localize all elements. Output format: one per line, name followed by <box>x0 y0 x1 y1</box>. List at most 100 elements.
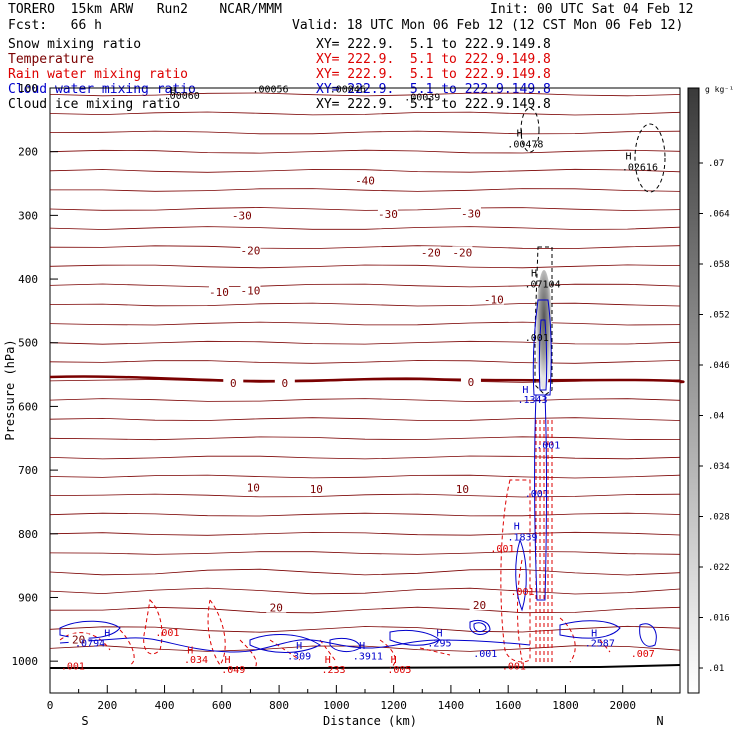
temperature-label-bg <box>469 599 490 611</box>
temperature-isotherm <box>49 321 681 326</box>
temperature-isotherm <box>49 474 681 479</box>
y-tick-label: 300 <box>18 209 38 222</box>
x-axis: 0 200 400 600 800 1000 1200 1400 1600 1800 2000 <box>47 685 652 712</box>
extremum-label: .295 <box>427 639 451 650</box>
cloud-water-contour <box>534 394 547 601</box>
temperature-label: -10 <box>484 293 504 306</box>
temperature-label: 10 <box>247 481 260 494</box>
y-tick-label: 1000 <box>12 655 39 668</box>
rain-contour <box>269 639 336 661</box>
extremum-label: H <box>225 655 231 666</box>
extremum-label: .001 <box>525 333 549 344</box>
temperature-isotherm <box>49 207 681 211</box>
rain-contour <box>559 617 611 663</box>
extremum-label: H <box>170 86 176 97</box>
rain-contour <box>379 639 451 669</box>
cloud-water-contour <box>249 634 322 653</box>
temperature-isotherm <box>49 92 681 97</box>
colorbar-tick-label: .07 <box>708 159 724 169</box>
temperature-isotherm <box>49 283 681 288</box>
temperature-isotherm <box>49 226 681 230</box>
extremum-label: H <box>187 646 193 657</box>
x-tick-label: 600 <box>212 699 232 712</box>
temperature-isotherm <box>49 493 681 498</box>
extremum-label: .2587 <box>585 639 615 650</box>
legend-snow-label: Snow mixing ratio <box>8 37 142 52</box>
temperature-labels: -40 -30 -30 -30 -20 -20 -20 -10 -10 -10 0 0 0 10 10 10 2… <box>68 174 504 647</box>
x-tick-label: 1800 <box>552 699 579 712</box>
x-tick-label: 1200 <box>380 699 407 712</box>
temperature-label-bg <box>460 207 481 219</box>
extremum-label: .001 <box>61 662 85 673</box>
y-tick-label: 500 <box>18 337 38 350</box>
temperature-label: 0 <box>468 376 475 389</box>
temperature-label: 0 <box>230 377 237 390</box>
extremum-label: .1343 <box>517 395 547 406</box>
temperature-label-bg <box>68 633 89 645</box>
cloud-water-contour <box>473 622 487 633</box>
temperature-isotherm <box>49 606 681 614</box>
forecast-hour: Fcst: 66 h <box>8 18 102 33</box>
rain-contour <box>207 599 226 666</box>
temperature-label: -20 <box>421 246 441 259</box>
temperature-isotherm <box>49 264 681 269</box>
cloud-water-contour <box>469 619 491 635</box>
legend-cloud-ice-xy: XY= 222.9. 5.1 to 222.9.149.8 <box>316 97 551 112</box>
extremum-label: .233 <box>321 665 345 676</box>
temperature-label-bg <box>231 209 252 221</box>
temperature-isotherm <box>49 436 681 441</box>
extremum-label: .00056 <box>252 85 288 96</box>
y-axis-label: Pressure (hPa) <box>3 339 17 440</box>
temperature-label-bg <box>274 376 295 388</box>
colorbar-tick-label: .022 <box>708 563 730 573</box>
extremum-label: .00046 <box>330 85 366 96</box>
legend-cloud-water-label: Cloud water mixing ratio <box>8 82 196 97</box>
colorbar-tick-label: .052 <box>708 311 730 321</box>
x-axis-label: Distance (km) <box>323 714 417 728</box>
colorbar-tick-label: .04 <box>708 412 724 422</box>
legend-rain-label: Rain water mixing ratio <box>8 67 189 82</box>
extremum-label: .001 <box>155 628 179 639</box>
extremum-label: .001 <box>490 544 514 555</box>
temperature-label-bg <box>483 293 504 305</box>
temperature-isotherm <box>49 455 681 460</box>
temperature-label: 0 <box>282 377 289 390</box>
temperature-label-bg <box>240 244 261 256</box>
extremum-label: .3911 <box>353 651 383 662</box>
temperature-isotherm <box>49 168 681 173</box>
extremum-label: H <box>517 129 523 140</box>
legend-cloud-water-xy: XY= 222.9. 5.1 to 222.9.149.8 <box>316 82 551 97</box>
temperature-isotherm <box>49 512 681 517</box>
temperature-isotherm <box>49 645 681 652</box>
x-tick-label: 200 <box>97 699 117 712</box>
temperature-label-bg <box>223 376 244 388</box>
x-tick-label: 1600 <box>495 699 522 712</box>
temperature-isotherm <box>49 245 681 250</box>
temperature-label-bg <box>208 285 229 297</box>
cloud-water-contours <box>59 299 657 653</box>
rain-contour <box>239 639 257 669</box>
rain-contour <box>535 420 553 665</box>
extremum-label: .00060 <box>164 91 200 102</box>
x-tick-label: 2000 <box>609 699 636 712</box>
extremum-label: .049 <box>221 665 245 676</box>
colorbar <box>687 87 700 694</box>
temperature-label: 10 <box>310 483 323 496</box>
x-tick-label: 0 <box>47 699 54 712</box>
ground-surface <box>50 664 681 669</box>
y-tick-label: 800 <box>18 528 38 541</box>
temperature-label-bg <box>243 481 264 493</box>
temperature-label-bg <box>460 376 481 388</box>
temperature-isotherm <box>49 340 681 345</box>
temperature-label: 20 <box>270 602 283 615</box>
temperature-label: -30 <box>378 208 398 221</box>
y-top-tick-label: 100 <box>18 82 38 95</box>
x-tick-label: 1000 <box>323 699 350 712</box>
extremum-label: .0794 <box>75 639 105 650</box>
y-tick-label: 200 <box>18 146 38 159</box>
y-tick-label: 400 <box>18 273 38 286</box>
x-tick-label: 800 <box>269 699 289 712</box>
extremum-label: H <box>325 655 331 666</box>
cloud-water-contour <box>639 623 657 647</box>
temperature-label: 10 <box>456 483 469 496</box>
